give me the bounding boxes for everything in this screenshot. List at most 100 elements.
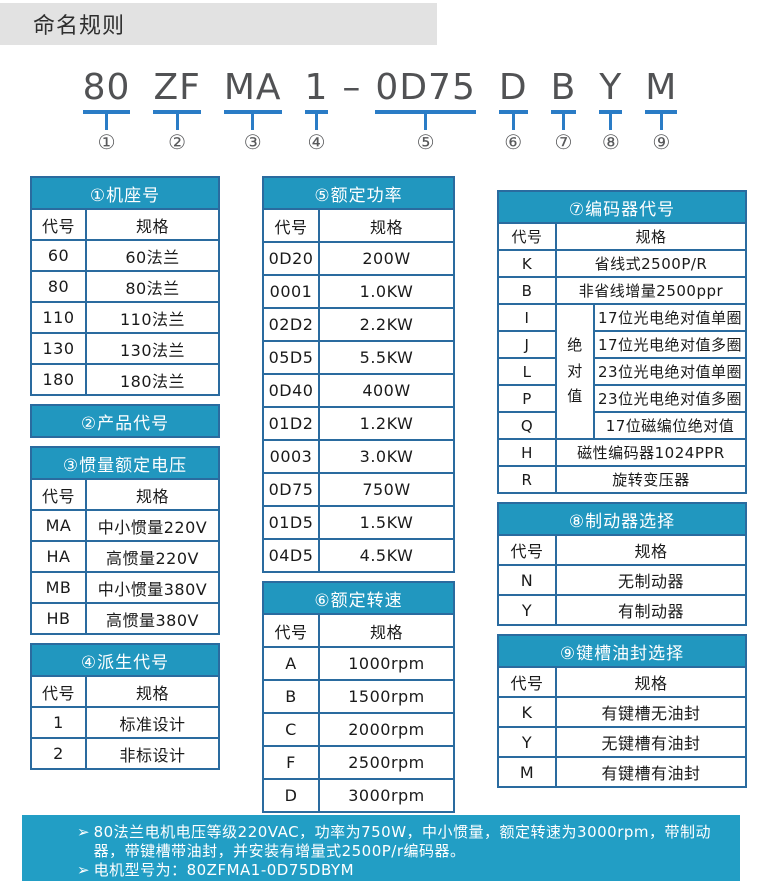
cell-code: I xyxy=(497,303,557,332)
circled-number: ⑧ xyxy=(601,130,620,154)
table-title: ⑥额定转速 xyxy=(262,581,455,615)
table-row: Y 无键槽有油封 xyxy=(497,726,747,758)
cell-spec: 非标设计 xyxy=(85,737,220,770)
cell-spec: 2500rpm xyxy=(318,745,455,780)
table-row: 02D2 2.2KW xyxy=(262,307,455,342)
col-header-code: 代号 xyxy=(30,675,87,708)
model-number: 80 ① ZF ② MA ③ 1 ④ – 0D75 xyxy=(0,70,760,152)
col-header-spec: 规格 xyxy=(318,613,455,648)
table-row: L 23位光电绝对值单圈 xyxy=(497,357,747,386)
cell-spec: 750W xyxy=(318,472,455,507)
table-row: I 绝对值 17位光电绝对值单圈 xyxy=(497,303,747,440)
table-row: 代号 规格 xyxy=(262,613,455,648)
connector-line xyxy=(314,114,318,130)
cell-code: 130 xyxy=(30,332,87,365)
model-segment-3: MA ③ xyxy=(220,70,286,152)
cell-code: 0001 xyxy=(262,274,320,309)
note-item: ➢ 电机型号为：80ZFMA1-0D75DBYM xyxy=(77,861,720,880)
cell-code: J xyxy=(497,330,557,359)
table-row: C 2000rpm xyxy=(262,712,455,747)
cell-spec: 标准设计 xyxy=(85,706,220,739)
underline xyxy=(599,110,623,114)
table-row: MA 中小惯量220V xyxy=(30,509,220,542)
cell-spec: 23位光电绝对值多圈 xyxy=(593,384,747,413)
underline xyxy=(550,110,577,114)
cell-spec: 有键槽有油封 xyxy=(555,756,747,788)
table-row: K 省线式2500P/R xyxy=(497,249,747,278)
cell-code: 05D5 xyxy=(262,340,320,375)
col-header-spec: 规格 xyxy=(555,666,747,698)
cell-spec: 中小惯量380V xyxy=(85,571,220,604)
table-row: A 1000rpm xyxy=(262,646,455,681)
col-header-code: 代号 xyxy=(262,208,320,243)
col-header-spec: 规格 xyxy=(85,208,220,241)
table-keyway-oilseal: ⑨键槽油封选择 代号 规格 K 有键槽无油封 Y 无键槽有油封 M 有键槽有油封 xyxy=(497,634,747,788)
table-row: 0D40 400W xyxy=(262,373,455,408)
cell-code: 01D5 xyxy=(262,505,320,540)
col-header-spec: 规格 xyxy=(85,675,220,708)
cell-code: 0D40 xyxy=(262,373,320,408)
cell-spec: 1500rpm xyxy=(318,679,455,714)
circled-number: ④ xyxy=(307,130,326,154)
circled-number: ① xyxy=(97,130,116,154)
column-left: ①机座号 代号 规格 60 60法兰 80 80法兰 110 110法兰 130… xyxy=(30,176,220,770)
table-row: ⑦编码器代号 xyxy=(497,190,747,224)
cell-spec: 1.5KW xyxy=(318,505,455,540)
cell-spec: 磁性编码器1024PPR xyxy=(555,438,747,467)
table-row: ⑨键槽油封选择 xyxy=(497,634,747,668)
cell-spec: 17位光电绝对值多圈 xyxy=(593,330,747,359)
connector-line xyxy=(511,114,515,130)
table-row: 01D2 1.2KW xyxy=(262,406,455,441)
table-row: 2 非标设计 xyxy=(30,737,220,770)
table-row: 代号 规格 xyxy=(262,208,455,243)
table-row: 0D20 200W xyxy=(262,241,455,276)
table-row: 代号 规格 xyxy=(497,222,747,251)
cell-spec: 无制动器 xyxy=(555,564,747,596)
underline xyxy=(82,110,131,114)
cell-spec: 3.0KW xyxy=(318,439,455,474)
model-segment-9: M ⑨ xyxy=(641,70,681,152)
cell-code: Y xyxy=(497,726,557,758)
cell-code: 110 xyxy=(30,301,87,334)
table-row: 130 130法兰 xyxy=(30,332,220,365)
page-title: 命名规则 xyxy=(33,14,126,39)
cell-spec: 400W xyxy=(318,373,455,408)
arrow-bullet-icon: ➢ xyxy=(77,823,90,841)
cell-code: 0003 xyxy=(262,439,320,474)
underline xyxy=(498,110,528,114)
model-segment-text: Y xyxy=(599,67,623,108)
table-row: 80 80法兰 xyxy=(30,270,220,303)
table-row: 01D5 1.5KW xyxy=(262,505,455,540)
table-row: B 非省线增量2500ppr xyxy=(497,276,747,305)
cell-code: M xyxy=(497,756,557,788)
table-row: 代号 规格 xyxy=(497,534,747,566)
model-separator: – xyxy=(342,70,361,106)
underline xyxy=(153,110,201,114)
cell-spec: 5.5KW xyxy=(318,340,455,375)
model-segment-2: ZF ② xyxy=(149,70,204,152)
cell-code: A xyxy=(262,646,320,681)
table-title: ①机座号 xyxy=(30,176,220,210)
model-segment-text: M xyxy=(645,67,678,108)
absolute-value-label: 绝对值 xyxy=(567,336,583,406)
col-header-code: 代号 xyxy=(262,613,320,648)
table-title: ⑤额定功率 xyxy=(262,176,455,210)
cell-code: MB xyxy=(30,571,87,604)
cell-spec: 1.0KW xyxy=(318,274,455,309)
table-encoder-code: ⑦编码器代号 代号 规格 K 省线式2500P/R B 非省线增量2500ppr… xyxy=(497,190,747,494)
notes-box: ➢ 80法兰电机电压等级220VAC，功率为750W，中小惯量，额定转速为300… xyxy=(22,815,740,881)
cell-spec: 1000rpm xyxy=(318,646,455,681)
table-row: ⑤额定功率 xyxy=(262,176,455,210)
cell-spec: 130法兰 xyxy=(85,332,220,365)
cell-spec: 80法兰 xyxy=(85,270,220,303)
cell-spec: 1.2KW xyxy=(318,406,455,441)
cell-spec: 旋转变压器 xyxy=(555,465,747,494)
note-text: 电机型号为：80ZFMA1-0D75DBYM xyxy=(93,861,355,879)
cell-spec: 17位磁编位绝对值 xyxy=(593,411,747,440)
table-row: Y 有制动器 xyxy=(497,594,747,626)
cell-code: 04D5 xyxy=(262,538,320,573)
column-middle: ⑤额定功率 代号 规格 0D20 200W 0001 1.0KW 02D2 2.… xyxy=(262,176,455,813)
col-header-code: 代号 xyxy=(30,478,87,511)
cell-absolute-group: 绝对值 xyxy=(555,303,595,440)
table-row: 0003 3.0KW xyxy=(262,439,455,474)
